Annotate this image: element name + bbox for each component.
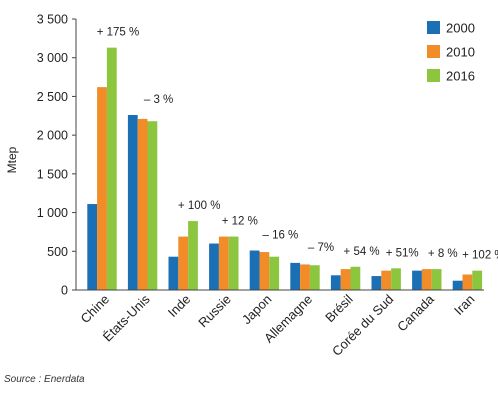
- bar-2016: [350, 266, 361, 290]
- bar-2016: [431, 269, 442, 290]
- bar-2010: [178, 236, 189, 290]
- bar-2000: [87, 204, 98, 290]
- bar-2016: [472, 270, 483, 290]
- x-tick-label: Canada: [394, 291, 437, 334]
- x-tick-label: Inde: [165, 292, 194, 321]
- change-annotation: – 3 %: [144, 94, 173, 106]
- bar-2000: [412, 270, 422, 290]
- bar-2000: [452, 280, 463, 290]
- bar-2010: [97, 87, 107, 290]
- y-tick-label: 1 000: [37, 206, 68, 220]
- legend-swatch-2010: [427, 45, 440, 58]
- energy-consumption-chart: 0 500 1 000 1 500 2 000 2 500 3 000 3 500 Chine…: [5, 13, 498, 359]
- bar-2000: [127, 115, 138, 290]
- bar-2010: [259, 252, 270, 290]
- change-annotation: + 102 %: [462, 250, 498, 262]
- change-annotation: + 51%: [386, 247, 419, 259]
- bar-2010: [421, 269, 432, 290]
- x-tick-label: Russie: [195, 292, 234, 331]
- bar-2010: [462, 274, 473, 290]
- x-tick-label: Brésil: [322, 291, 356, 325]
- legend-label: 2016: [446, 69, 475, 84]
- change-annotation: – 7%: [308, 242, 334, 254]
- legend-swatch-2000: [427, 21, 440, 34]
- bar-2000: [249, 250, 260, 290]
- y-axis-title: Mtep: [5, 146, 19, 173]
- x-tick-label: Iran: [451, 292, 477, 318]
- y-tick-label: 3 500: [37, 13, 68, 27]
- bar-2016: [228, 236, 239, 290]
- y-tick-label: 3 000: [37, 51, 68, 65]
- bar-2000: [371, 276, 382, 290]
- x-tick-label: Chine: [77, 292, 112, 327]
- legend: 2000 2010 2016: [427, 21, 475, 84]
- change-annotation: + 175 %: [97, 27, 140, 39]
- bars: [87, 47, 483, 290]
- y-tick-label: 0: [61, 284, 68, 298]
- bar-2016: [147, 121, 158, 290]
- bar-2016: [106, 47, 117, 290]
- bar-2000: [290, 262, 301, 290]
- y-tick-label: 2 500: [37, 90, 68, 104]
- y-axis: 0 500 1 000 1 500 2 000 2 500 3 000 3 500: [37, 13, 77, 298]
- annotations: + 175 % – 3 % + 100 %+ 12 % – 16 % – 7% + 54 …: [97, 27, 498, 262]
- legend-label: 2010: [446, 45, 475, 60]
- change-annotation: + 54 %: [344, 246, 380, 258]
- bar-2000: [330, 275, 341, 290]
- bar-2010: [137, 118, 148, 290]
- legend-swatch-2016: [427, 69, 440, 82]
- bar-2010: [300, 264, 310, 290]
- bar-2000: [209, 243, 219, 290]
- bar-2010: [340, 269, 351, 290]
- bar-2016: [391, 268, 401, 290]
- legend-label: 2000: [446, 21, 475, 36]
- bar-2010: [218, 236, 229, 290]
- bar-2010: [381, 270, 392, 290]
- change-annotation: + 100 %: [178, 200, 221, 212]
- bar-2000: [168, 256, 179, 290]
- y-tick-label: 500: [47, 245, 68, 259]
- bar-2016: [309, 265, 320, 290]
- change-annotation: – 16 %: [262, 230, 298, 242]
- change-annotation: + 12 %: [222, 216, 258, 228]
- y-tick-label: 2 000: [37, 129, 68, 143]
- bar-2016: [188, 221, 198, 290]
- y-tick-label: 1 500: [37, 167, 68, 181]
- change-annotation: + 8 %: [428, 248, 458, 260]
- source-note: Source : Enerdata: [4, 374, 85, 385]
- x-tick-label: Japon: [239, 292, 275, 328]
- bar-2016: [269, 256, 280, 290]
